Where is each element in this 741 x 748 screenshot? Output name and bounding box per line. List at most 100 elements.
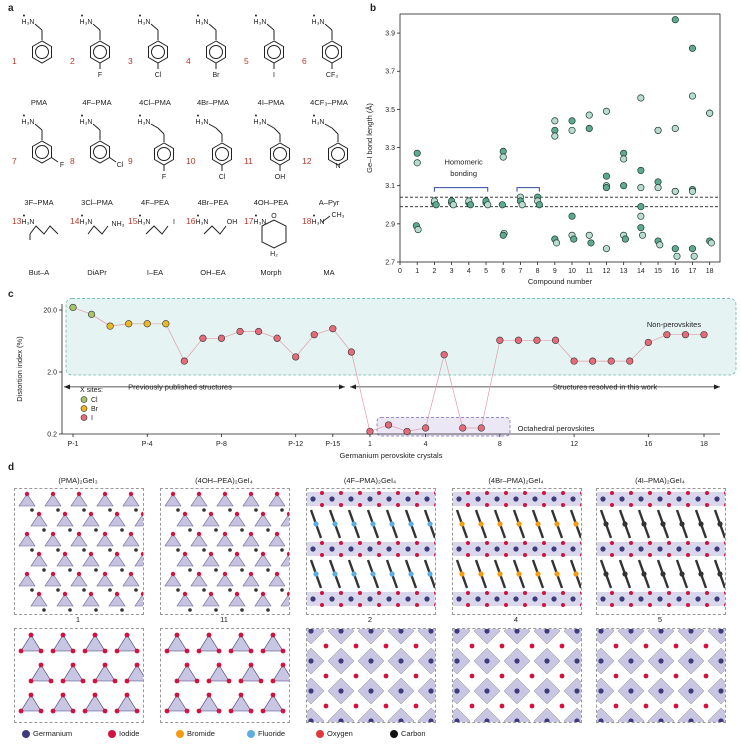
- y-tick-label: 2.9: [385, 221, 395, 228]
- carbon-atom: [280, 508, 284, 512]
- substituent-atom: [478, 571, 484, 577]
- octahedron: [533, 707, 561, 722]
- molecule-drawing: H₃N• F: [80, 13, 110, 79]
- iodide-atom: [724, 541, 725, 545]
- molecule-drawing: H₃N• F: [138, 113, 174, 181]
- iodide-atom: [196, 708, 202, 714]
- germanium-atom: [398, 718, 404, 722]
- legend-swatch: [22, 730, 30, 739]
- substituent: Cl: [219, 174, 226, 181]
- data-point: [688, 44, 697, 52]
- germanium-atom: [494, 546, 500, 552]
- substituent-atom: [622, 571, 628, 577]
- octahedron: [387, 629, 415, 645]
- iodide-atom: [415, 491, 419, 495]
- iodide-atom: [610, 503, 614, 507]
- octahedron: [357, 707, 385, 722]
- carbon-atom: [280, 588, 284, 592]
- iodide-atom: [610, 591, 614, 595]
- germanium-atom: [405, 496, 411, 502]
- iodide-atom: [128, 571, 134, 577]
- charge-dot: •: [23, 213, 26, 220]
- germanium-atom: [494, 496, 500, 502]
- structure-number: 1: [75, 615, 81, 624]
- germanium-atom: [424, 596, 430, 602]
- charge-dot: •: [255, 13, 258, 20]
- iodide-atom: [724, 491, 725, 495]
- carbon-atom: [42, 568, 46, 572]
- structure-drawing: [453, 491, 581, 607]
- plot-frame: [399, 13, 721, 263]
- tetrahedron: [108, 593, 126, 607]
- iodide-atom: [238, 692, 244, 698]
- structure-title: (4OH–PEA)₂GeI₄: [195, 476, 253, 485]
- charge-dot: •: [313, 13, 316, 20]
- tetrahedron: [134, 553, 143, 567]
- iodide-atom: [648, 553, 652, 557]
- panel-letter-c: c: [8, 289, 14, 300]
- substituent-atom: [459, 571, 465, 577]
- iodide-atom: [24, 531, 30, 537]
- bond: [331, 127, 339, 135]
- germanium-atom: [570, 546, 576, 552]
- iodide-atom: [485, 541, 489, 545]
- tetrahedron: [18, 533, 36, 547]
- substituent-atom: [717, 521, 723, 527]
- iodide-atom: [358, 591, 362, 595]
- iodide-atom: [561, 541, 565, 545]
- legend-item: Carbon: [390, 729, 426, 739]
- data-point: [637, 166, 645, 174]
- iodide-atom: [38, 708, 44, 714]
- iodide-atom: [504, 553, 508, 557]
- charge-dot: •: [313, 113, 316, 120]
- legend-item: Germanium: [22, 729, 72, 739]
- iodide-atom: [469, 673, 475, 679]
- iodide-atom: [76, 531, 82, 537]
- iodide-atom: [377, 503, 381, 507]
- tetrahedron: [82, 593, 100, 607]
- germanium-atom: [308, 688, 314, 694]
- molecule-14: H₃N • NH₃ 14 DiAPr: [66, 212, 128, 320]
- germanium-atom: [367, 496, 373, 502]
- charge-dot: •: [255, 213, 258, 220]
- data-point: [656, 241, 664, 249]
- iodide-atom: [62, 551, 68, 557]
- iodide-atom: [377, 603, 381, 607]
- carbon-atom: [254, 588, 258, 592]
- data-point: [422, 424, 430, 432]
- charge-dot: •: [23, 13, 26, 20]
- structure-drawing: [597, 629, 725, 722]
- structure-drawing: [307, 491, 435, 607]
- molecule-2: H₃N • F 2 4F–PMA: [66, 12, 128, 120]
- tetrahedron: [134, 513, 143, 527]
- carbon-atom: [240, 568, 244, 572]
- iodide-atom: [102, 571, 108, 577]
- substituent-atom: [535, 571, 541, 577]
- tetrahedron: [44, 493, 62, 507]
- data-point: [587, 239, 595, 247]
- legend-label: Fluoride: [258, 729, 286, 738]
- tetrahedron: [52, 694, 74, 712]
- iodide-atom: [466, 553, 470, 557]
- data-point: [671, 16, 679, 24]
- structure-drawing: [597, 491, 725, 607]
- iodide-atom: [667, 553, 671, 557]
- iodide-atom: [499, 673, 505, 679]
- charge-dot: •: [81, 213, 84, 220]
- iodide-atom: [38, 662, 44, 668]
- tetrahedron: [122, 493, 140, 507]
- germanium-atom: [428, 718, 434, 722]
- germanium-atom: [368, 688, 374, 694]
- iodide-atom: [174, 692, 180, 698]
- iodide-atom: [274, 531, 280, 537]
- x-axis-label: Compound number: [528, 277, 593, 286]
- iodide-atom: [48, 678, 54, 684]
- iodide-atom: [170, 571, 176, 577]
- iodide-atom: [358, 491, 362, 495]
- panel-letter-d: d: [8, 462, 15, 473]
- structure-drawing: [164, 632, 289, 714]
- molecule-name: DiAPr: [87, 268, 107, 277]
- iodide-atom: [667, 603, 671, 607]
- iodide-atom: [112, 678, 118, 684]
- data-point: [366, 427, 374, 436]
